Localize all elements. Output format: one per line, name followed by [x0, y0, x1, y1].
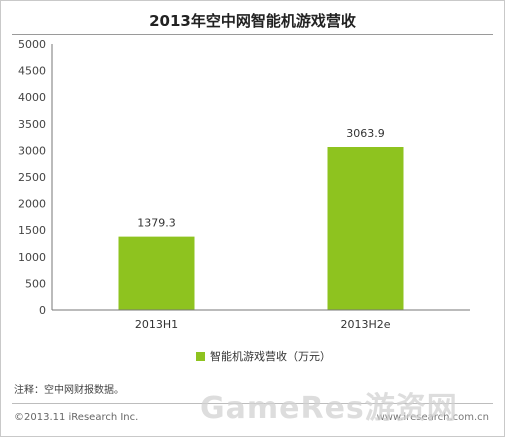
y-tick-label: 500 — [25, 277, 46, 290]
y-tick-label: 3500 — [18, 118, 46, 131]
bar-2013H2e — [327, 147, 404, 310]
y-tick-label: 2000 — [18, 198, 46, 211]
y-tick-label: 2500 — [18, 171, 46, 184]
bar-2013H1 — [118, 236, 195, 310]
footnote: 注释：空中网财报数据。 — [14, 385, 124, 396]
y-tick-label: 4000 — [18, 91, 46, 104]
copyright: ©2013.11 iResearch Inc. — [14, 412, 139, 423]
legend-swatch — [196, 351, 205, 361]
legend: 智能机游戏营收（万元） — [196, 348, 331, 364]
legend-label: 智能机游戏营收（万元） — [210, 350, 331, 363]
x-tick-label: 2013H2e — [340, 318, 390, 331]
bar-value-label: 3063.9 — [346, 127, 385, 140]
chart-title: 2013年空中网智能机游戏营收 — [149, 12, 356, 30]
x-tick-label: 2013H1 — [135, 318, 178, 331]
y-tick-label: 5000 — [18, 38, 46, 51]
watermark: GameRes游资网 — [200, 391, 458, 426]
y-tick-label: 1000 — [18, 251, 46, 264]
title-divider — [12, 34, 493, 35]
site-url: www.iresearch.com.cn — [376, 412, 489, 423]
bar-value-label: 1379.3 — [137, 217, 176, 230]
y-tick-label: 0 — [39, 304, 46, 317]
y-tick-label: 3000 — [18, 144, 46, 157]
y-tick-label: 4500 — [18, 65, 46, 78]
y-tick-label: 1500 — [18, 224, 46, 237]
footer-divider — [12, 403, 493, 404]
